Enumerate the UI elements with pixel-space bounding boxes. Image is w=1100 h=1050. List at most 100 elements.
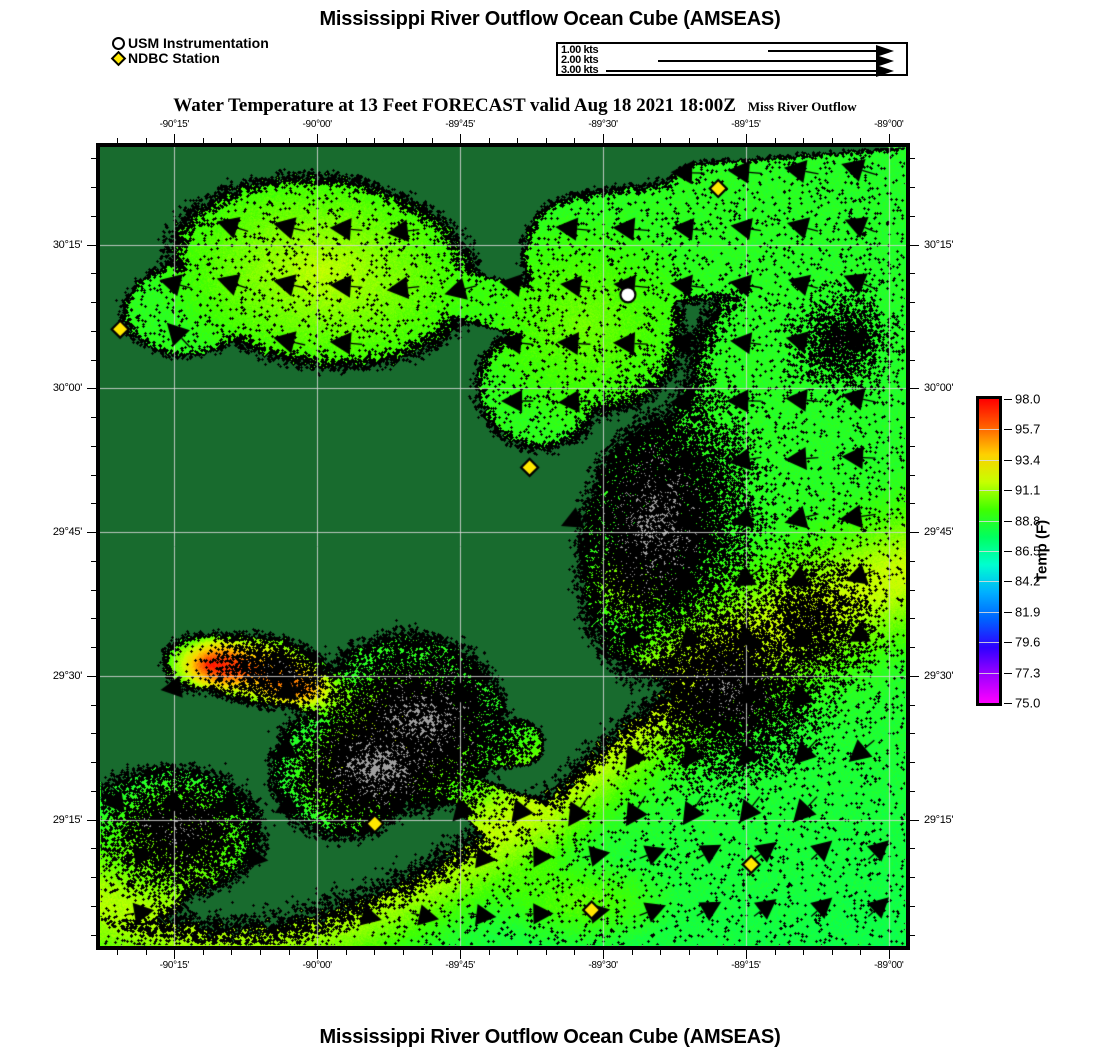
ndbc-station-diamond-icon: [110, 50, 127, 67]
y-tick-label: 29°45': [52, 526, 82, 539]
x-tick-label: -89°00': [874, 960, 904, 971]
x-minor-tick: [145, 950, 147, 955]
colorbar-tick-label: 86.5: [1015, 543, 1041, 559]
velocity-key-label-1: 1.00 kts: [561, 44, 599, 56]
x-major-tick: [888, 134, 890, 143]
velocity-arrow-shaft-3: [606, 70, 876, 72]
x-minor-tick: [117, 950, 119, 955]
y-minor-tick: [910, 388, 915, 390]
y-major-tick: [910, 532, 919, 534]
y-minor-tick: [910, 215, 915, 217]
colorbar-tick: [1004, 642, 1012, 644]
x-minor-tick: [431, 950, 433, 955]
y-minor-tick: [910, 848, 915, 850]
x-minor-tick: [774, 950, 776, 955]
y-minor-tick: [910, 877, 915, 879]
y-minor-tick: [910, 905, 915, 907]
x-minor-tick: [317, 950, 319, 955]
y-major-tick: [910, 388, 919, 390]
colorbar-tick-label: 81.9: [1015, 604, 1041, 620]
x-major-tick: [317, 950, 319, 959]
colorbar-tick: [1004, 399, 1012, 400]
colorbar-tick: [1004, 672, 1012, 674]
x-tick-label: -90°00': [302, 119, 333, 130]
y-minor-tick: [910, 733, 915, 735]
x-minor-tick: [460, 950, 462, 955]
colorbar-tick: [1004, 611, 1012, 613]
velocity-key-label-2: 2.00 kts: [561, 54, 599, 66]
y-tick-label: 29°15': [52, 813, 82, 826]
x-minor-tick: [803, 950, 805, 955]
y-minor-tick: [910, 790, 915, 792]
y-minor-tick: [910, 704, 915, 706]
footer-title: Mississippi River Outflow Ocean Cube (AM…: [319, 1026, 781, 1048]
colorbar-tick-label: 77.3: [1015, 665, 1041, 681]
temperature-field-canvas: [100, 147, 906, 946]
velocity-arrow-head-2: [876, 55, 894, 67]
colorbar-gridline: [979, 429, 999, 431]
legend-item-ndbc: NDBC Station: [110, 50, 269, 67]
y-major-tick: [87, 388, 96, 390]
x-major-tick: [745, 950, 747, 959]
x-minor-tick: [603, 950, 605, 955]
colorbar-tick-label: 98.0: [1015, 391, 1041, 407]
y-major-tick: [87, 244, 96, 246]
x-major-tick: [174, 950, 176, 959]
colorbar-tick: [1004, 581, 1012, 583]
page-title: Mississippi River Outflow Ocean Cube (AM…: [319, 8, 781, 30]
y-minor-tick: [910, 273, 915, 275]
colorbar-tick-label: 93.4: [1015, 452, 1041, 468]
velocity-arrow-head-1: [876, 45, 894, 57]
velocity-arrow-shaft-2: [658, 60, 876, 62]
y-tick-label: 30°15': [52, 238, 82, 251]
colorbar-gridline: [979, 642, 999, 644]
y-minor-tick: [910, 675, 915, 677]
y-tick-label: 30°15': [924, 238, 954, 251]
y-minor-tick: [910, 158, 915, 160]
velocity-key-row-2: 2.00 kts: [558, 54, 906, 67]
colorbar-tick: [1004, 429, 1012, 431]
colorbar-gridline: [979, 672, 999, 674]
x-minor-tick: [174, 950, 176, 955]
colorbar-bar: [976, 396, 1002, 706]
x-minor-tick: [374, 950, 376, 955]
colorbar-tick: [1004, 459, 1012, 461]
y-tick-label: 29°45': [924, 526, 954, 539]
y-minor-tick: [910, 330, 915, 332]
x-major-tick: [317, 134, 319, 143]
colorbar-gridline: [979, 490, 999, 492]
y-tick-label: 29°30': [924, 669, 954, 682]
x-minor-tick: [488, 950, 490, 955]
x-tick-label: -90°15': [159, 960, 190, 971]
x-major-tick: [460, 134, 462, 143]
y-minor-tick: [910, 474, 915, 476]
colorbar-tick-label: 75.0: [1015, 695, 1041, 711]
x-major-tick: [603, 950, 605, 959]
x-minor-tick: [631, 950, 633, 955]
y-minor-tick: [910, 618, 915, 620]
colorbar-tick: [1004, 520, 1012, 522]
legend-item-usm: USM Instrumentation: [112, 36, 269, 51]
y-minor-tick: [910, 302, 915, 304]
x-minor-tick: [260, 950, 262, 955]
x-tick-label: -89°15': [731, 960, 761, 971]
colorbar-tick-label: 88.8: [1015, 513, 1041, 529]
x-major-tick: [460, 950, 462, 959]
forecast-subtitle-suffix: Miss River Outflow: [747, 99, 857, 114]
colorbar-tick-label: 95.7: [1015, 421, 1041, 437]
x-minor-tick: [231, 950, 233, 955]
y-major-tick: [910, 819, 919, 821]
colorbar-gridline: [979, 520, 999, 522]
x-tick-label: -89°30': [588, 119, 618, 130]
y-major-tick: [910, 244, 919, 246]
colorbar-gridline: [979, 611, 999, 613]
y-minor-tick: [910, 417, 915, 419]
y-tick-label: 29°30': [52, 669, 82, 682]
legend-item-usm-label: USM Instrumentation: [128, 35, 269, 51]
y-major-tick: [87, 675, 96, 677]
x-tick-label: -90°15': [159, 119, 190, 130]
y-minor-tick: [910, 359, 915, 361]
x-minor-tick: [717, 950, 719, 955]
legend-item-ndbc-label: NDBC Station: [128, 50, 220, 66]
y-major-tick: [910, 675, 919, 677]
